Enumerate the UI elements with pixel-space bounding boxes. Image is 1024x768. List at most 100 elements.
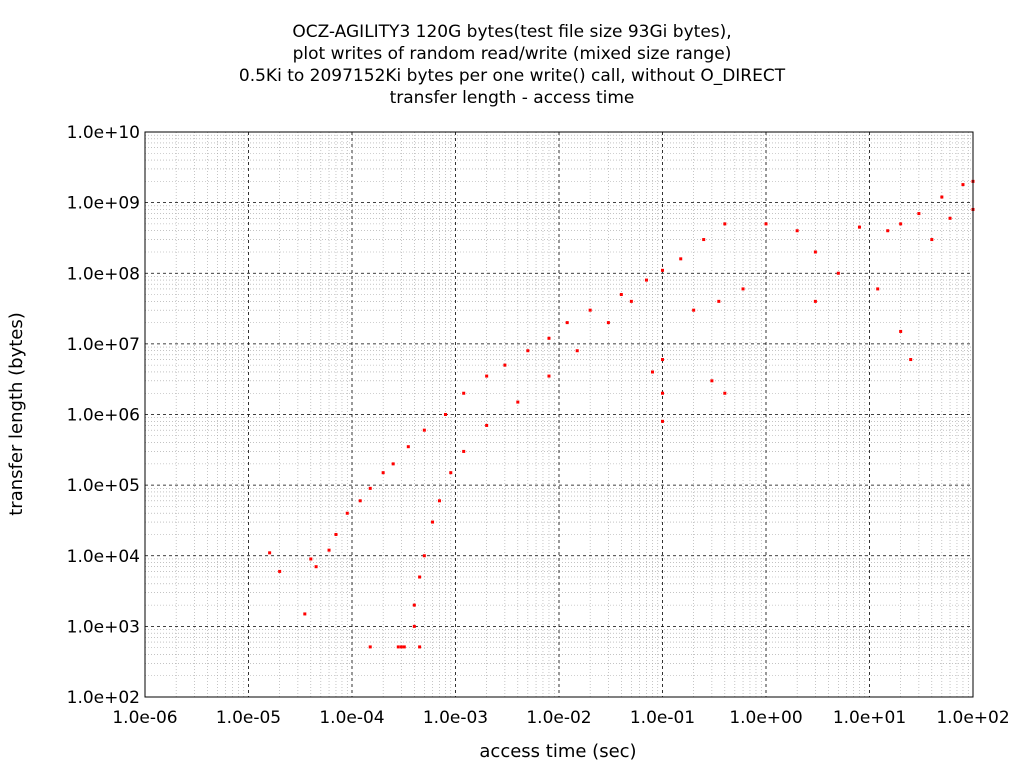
data-point [836,271,840,275]
y-tick-label: 1.0e+02 [67,688,140,708]
x-tick-label: 1.0e+00 [729,708,802,728]
grid [144,131,974,698]
data-point [418,575,422,579]
data-point [702,238,706,242]
x-axis-label: access time (sec) [479,741,636,762]
data-point [795,229,799,233]
data-point [899,222,903,226]
data-point [619,293,623,297]
data-point [399,645,403,649]
data-point [661,419,664,423]
y-tick-label: 1.0e+06 [67,406,140,426]
data-point [650,370,654,374]
data-point [710,379,714,383]
data-point [334,532,338,536]
data-point [741,287,745,291]
data-point [443,413,447,416]
data-point [876,287,880,291]
data-point [547,374,551,378]
data-point [629,299,633,303]
data-point [462,391,466,395]
data-point [431,520,435,524]
data-point [661,358,664,362]
data-point [327,548,331,552]
data-point [268,551,272,555]
data-point [565,321,569,325]
data-point [899,329,903,333]
x-tick-label: 1.0e-02 [526,708,591,728]
data-point [813,299,817,303]
data-point [526,349,530,353]
data-point [418,645,422,649]
x-tick-label: 1.0e-05 [216,708,281,728]
data-point [679,257,683,261]
chart-title-line-1: OCZ-AGILITY3 120G bytes(test file size 9… [292,22,732,42]
data-point [813,250,817,254]
data-point [485,374,489,378]
data-point [368,486,372,490]
y-tick-label: 1.0e+05 [67,476,140,496]
plot-frame [144,131,974,698]
data-point [575,349,579,353]
data-point [503,363,507,367]
data-point [857,225,861,229]
data-point [412,624,416,628]
y-tick-label: 1.0e+09 [67,194,140,214]
data-point [644,278,648,282]
data-point [381,471,385,475]
data-point [764,222,768,226]
data-point [402,645,406,649]
data-point [917,212,921,216]
data-point [422,554,426,558]
data-point [314,565,318,569]
data-point [391,462,395,466]
data-point [692,308,696,312]
x-tick-label: 1.0e-06 [112,708,177,728]
x-tick-label: 1.0e-04 [319,708,384,728]
data-point [278,569,282,573]
data-point [961,183,965,187]
data-point [437,499,441,503]
data-point [516,400,520,404]
data-point [886,229,890,233]
data-point [422,428,426,432]
y-tick-label: 1.0e+04 [67,547,140,567]
data-point [661,268,664,272]
data-point [909,358,913,362]
x-tick-label: 1.0e+02 [936,708,1009,728]
y-tick-label: 1.0e+07 [67,335,140,355]
x-tick-label: 1.0e+01 [833,708,906,728]
data-point [303,612,307,616]
y-axis-ticks: 1.0e+02 1.0e+03 1.0e+04 1.0e+05 1.0e+06 1.0e+… [67,123,140,708]
data-point [547,336,551,340]
data-point [606,321,610,325]
data-point [406,445,410,449]
chart-title-line-2: plot writes of random read/write (mixed … [292,44,732,64]
data-point [368,645,372,649]
data-point [396,645,400,649]
data-point [661,391,664,395]
data-point [930,238,934,242]
y-axis-label: transfer length (bytes) [6,312,27,516]
data-point [485,423,489,427]
data-point [449,471,453,475]
data-point [717,299,721,303]
data-point [309,557,313,561]
data-point [358,499,362,503]
data-point [345,511,349,515]
data-point [412,603,416,607]
data-point [948,216,952,220]
x-tick-label: 1.0e-03 [423,708,488,728]
data-point [462,449,466,453]
data-point [723,391,727,395]
chart-title-line-3: 0.5Ki to 2097152Ki bytes per one write()… [238,66,786,86]
x-axis-ticks: 1.0e-06 1.0e-05 1.0e-04 1.0e-03 1.0e-02 1.0e-… [112,708,1009,728]
y-tick-label: 1.0e+10 [67,123,140,143]
chart-title-line-4: transfer length - access time [389,88,635,108]
y-tick-label: 1.0e+08 [67,264,140,284]
data-point [723,222,727,226]
data-point [588,308,592,312]
data-point [940,195,944,199]
x-tick-label: 1.0e-01 [630,708,695,728]
